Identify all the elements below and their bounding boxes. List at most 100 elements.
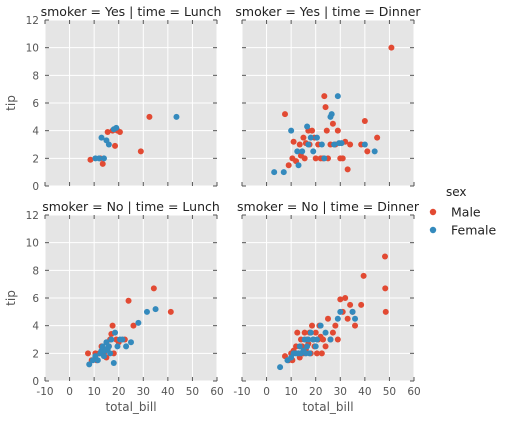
data-point [294, 329, 301, 336]
facet-panel-2: smoker = Yes | time = Dinner [235, 4, 421, 187]
data-point [112, 329, 119, 336]
x-tick-label: 10 [87, 386, 100, 398]
data-point [305, 141, 312, 148]
data-point [307, 329, 314, 336]
panel-title: smoker = Yes | time = Dinner [235, 4, 421, 19]
data-point [86, 361, 93, 368]
data-point [334, 93, 341, 100]
data-point [334, 336, 341, 343]
data-point [94, 357, 101, 364]
x-tick-label: -10 [233, 386, 250, 398]
x-tick-label: -10 [36, 386, 53, 398]
data-point [329, 329, 336, 336]
data-point [152, 306, 159, 313]
data-point [114, 343, 121, 350]
data-point [109, 322, 116, 329]
y-tick-label: 6 [32, 293, 39, 305]
data-point [344, 166, 351, 173]
data-point [290, 138, 297, 145]
x-tick-label: 40 [358, 386, 371, 398]
data-point [382, 285, 389, 292]
legend-label: Female [451, 223, 497, 238]
data-point [85, 350, 91, 357]
data-point [347, 141, 354, 148]
data-point [309, 322, 316, 329]
data-point [374, 134, 381, 141]
data-point [318, 141, 325, 148]
data-point [371, 148, 378, 155]
facet-panel-4: smoker = No | time = Dinner -10 0 10 20 30 40 5… [233, 199, 420, 414]
data-point [323, 127, 330, 134]
data-point [304, 343, 311, 350]
data-point [339, 155, 346, 162]
data-point [99, 160, 106, 167]
data-point [342, 295, 349, 301]
data-point [105, 343, 112, 350]
x-tick-label: 40 [161, 386, 174, 398]
data-point [344, 315, 351, 322]
series-female [271, 93, 378, 176]
x-tick-label: 60 [210, 386, 223, 398]
data-point [328, 111, 335, 118]
data-point [123, 343, 130, 350]
data-point [282, 111, 288, 118]
y-tick-label: 10 [26, 43, 39, 55]
data-point [349, 308, 356, 315]
data-point [321, 93, 328, 100]
data-point [325, 315, 331, 322]
data-point [100, 353, 107, 360]
x-tick-label: 0 [66, 386, 73, 398]
data-point [280, 169, 287, 176]
y-tick-label: 12 [26, 210, 39, 222]
data-point [296, 343, 303, 350]
data-point [334, 315, 341, 322]
data-point [296, 141, 303, 148]
data-point [100, 155, 107, 162]
data-point [361, 141, 368, 148]
series-female [86, 306, 159, 368]
data-point [337, 296, 344, 303]
series-female [92, 113, 180, 162]
data-point [313, 350, 320, 357]
y-tick-label: 6 [32, 98, 39, 110]
data-point [312, 155, 319, 162]
data-point [320, 336, 327, 343]
facet-panel-1: smoker = Yes | time = Lunch 0 2 4 6 8 10 12 tip [4, 4, 221, 193]
data-point [108, 336, 115, 343]
data-point [167, 308, 174, 315]
data-point [334, 127, 341, 134]
data-point [388, 44, 395, 51]
data-point [116, 129, 123, 136]
data-point [98, 134, 105, 141]
data-point [321, 155, 328, 162]
data-point [96, 155, 103, 162]
y-tick-label: 0 [32, 376, 39, 388]
y-tick-label: 0 [32, 181, 39, 193]
data-point [271, 169, 278, 176]
panel-title: smoker = Yes | time = Lunch [41, 4, 222, 19]
y-tick-label: 2 [32, 348, 39, 360]
x-tick-label: 0 [263, 386, 270, 398]
data-point [332, 322, 339, 329]
data-point [87, 156, 94, 163]
data-point [277, 364, 284, 371]
data-point [304, 123, 311, 130]
data-point [309, 127, 316, 134]
data-point [301, 329, 308, 336]
data-point [294, 148, 301, 155]
x-tick-label: 20 [309, 386, 322, 398]
y-axis-label: tip [4, 290, 18, 306]
data-point [110, 360, 117, 367]
facet-panel-3: smoker = No | time = Lunch 0 2 4 6 8 10 12 tip -1… [4, 199, 224, 414]
x-tick-label: 30 [137, 386, 150, 398]
data-point [285, 162, 292, 169]
data-point [305, 336, 312, 343]
data-point [358, 301, 365, 308]
data-point [130, 322, 137, 329]
data-point [128, 339, 134, 346]
data-point [112, 142, 119, 149]
data-point [382, 308, 389, 315]
data-point [143, 308, 150, 315]
data-point [382, 253, 389, 260]
data-point [312, 343, 319, 350]
